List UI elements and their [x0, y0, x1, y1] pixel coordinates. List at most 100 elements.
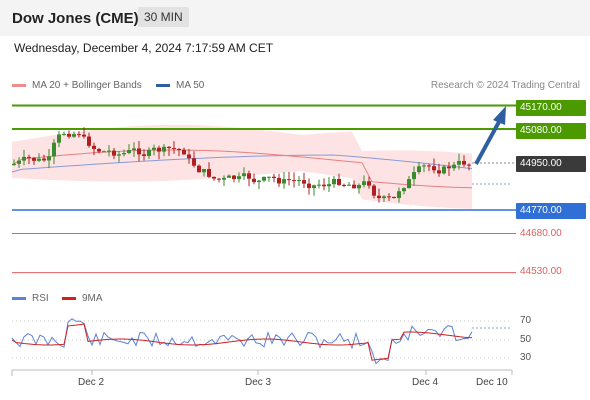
candle-body: [132, 148, 136, 151]
candle-body: [462, 160, 466, 165]
instrument-title: Dow Jones (CME): [12, 10, 139, 27]
candle-body: [417, 166, 421, 173]
candle-body: [22, 156, 26, 161]
candle-body: [92, 145, 96, 150]
candle-body: [432, 166, 436, 171]
candle-body: [257, 180, 261, 183]
candle-body: [162, 146, 166, 152]
candle-body: [77, 134, 81, 136]
candle-body: [82, 134, 86, 137]
candle-body: [207, 169, 211, 177]
candle-body: [177, 148, 181, 150]
candle-body: [272, 176, 276, 178]
candle-body: [17, 160, 21, 164]
candle-body: [127, 150, 131, 154]
candle-body: [392, 196, 396, 199]
ma50-label: MA 50: [176, 80, 205, 91]
header-bar: Dow Jones (CME) 30 MIN: [0, 0, 590, 36]
ma20-line: [11, 149, 473, 189]
timeframe-badge[interactable]: 30 MIN: [138, 7, 189, 27]
candle-body: [72, 134, 76, 137]
candle-body: [237, 176, 241, 180]
candle-body: [387, 196, 391, 198]
candle-body: [112, 150, 116, 156]
candle-body: [367, 181, 371, 186]
candle-body: [57, 134, 61, 143]
candle-body: [262, 176, 266, 181]
candle-body: [182, 149, 186, 155]
candle-body: [332, 178, 336, 185]
candle-body: [27, 156, 31, 158]
candle-body: [252, 178, 256, 183]
candle-body: [67, 133, 71, 137]
candle-body: [107, 150, 111, 152]
candle-body: [307, 183, 311, 188]
candle-body: [327, 184, 331, 187]
candle-body: [152, 147, 156, 150]
candle-body: [312, 185, 316, 188]
rsi-tick-30: 30: [520, 352, 532, 363]
rsi-tick-50: 50: [520, 334, 532, 345]
candle-body: [447, 166, 451, 169]
price-tag-s1: 44770.00: [516, 203, 586, 219]
candle-body: [457, 160, 461, 165]
candle-body: [277, 177, 281, 184]
candle-body: [267, 176, 271, 178]
ma20-swatch: [12, 84, 26, 87]
candle-body: [437, 170, 441, 174]
candle-body: [377, 195, 381, 199]
price-tag-r1: 45080.00: [516, 123, 586, 139]
candle-body: [142, 154, 146, 157]
candle-body: [202, 169, 206, 173]
candle-body: [147, 149, 151, 157]
candle-body: [352, 184, 356, 189]
candle-body: [302, 180, 306, 184]
candle-body: [122, 153, 126, 155]
candle-body: [137, 148, 141, 155]
candle-body: [422, 165, 426, 167]
candle-body: [102, 151, 106, 153]
candle-body: [297, 180, 301, 182]
rsi-ma-legend: 9MA: [62, 293, 103, 304]
candle-body: [412, 172, 416, 180]
candle-body: [187, 154, 191, 159]
rsi-tick-70: 70: [520, 315, 532, 326]
candle-body: [87, 136, 91, 146]
ma20-label: MA 20 + Bollinger Bands: [32, 80, 142, 91]
candle-body: [397, 191, 401, 199]
x-label-dec10: Dec 10: [476, 377, 508, 388]
candle-body: [62, 133, 66, 135]
candle-body: [217, 178, 221, 180]
candle-body: [47, 156, 51, 161]
candle-body: [382, 196, 386, 199]
candle-body: [97, 149, 101, 152]
candle-body: [357, 185, 361, 189]
candle-body: [172, 148, 176, 150]
bollinger-band: [12, 124, 472, 209]
ma50-line: [11, 154, 473, 173]
candle-body: [317, 184, 321, 186]
price-tag-current: 44950.00: [516, 156, 586, 172]
rsi-label: RSI: [32, 293, 49, 304]
legend-ma20: MA 20 + Bollinger Bands: [12, 80, 142, 91]
price-label-s3: 44530.00: [520, 266, 562, 277]
candle-body: [192, 158, 196, 166]
datetime-label: Wednesday, December 4, 2024 7:17:59 AM C…: [14, 41, 274, 55]
candle-body: [292, 180, 296, 182]
candle-body: [427, 165, 431, 167]
x-label-dec2: Dec 2: [78, 377, 105, 388]
candle-body: [372, 185, 376, 196]
projection-arrow: [474, 119, 502, 165]
rsi-ma-label: 9MA: [82, 293, 103, 304]
candle-body: [362, 181, 366, 186]
candle-body: [347, 184, 351, 186]
candle-body: [287, 179, 291, 181]
x-label-dec4: Dec 4: [412, 377, 439, 388]
candle-body: [52, 142, 56, 157]
candle-body: [322, 184, 326, 187]
candle-body: [227, 175, 231, 178]
candle-body: [117, 154, 121, 156]
candle-body: [12, 163, 16, 165]
rsi-ma-swatch: [62, 297, 76, 300]
